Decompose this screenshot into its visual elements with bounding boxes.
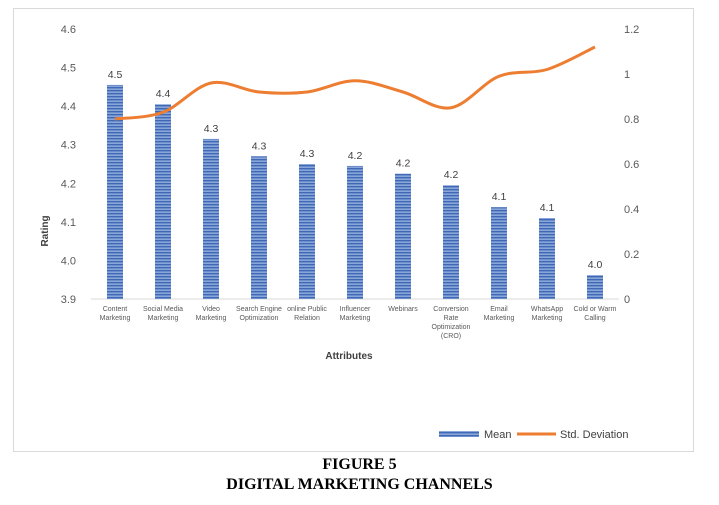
chart-frame: 3.9 4.0 4.1 4.2 4.3 4.4 4.5 4.6 0 0.2 0.4 0.6 0.8 1 1…	[13, 8, 694, 452]
x-category-labels: Content Marketing Social Media Marketing Vid…	[100, 306, 617, 340]
x-category-label: Search Engine Optimization	[236, 306, 282, 322]
legend: Mean Std. Deviation	[439, 429, 628, 441]
x-category-label: Video Marketing	[196, 306, 227, 322]
y2-tick-label: 0	[624, 294, 630, 306]
mean-data-label: 4.1	[540, 202, 555, 214]
mean-bar	[587, 275, 603, 299]
y2-tick-label: 1.2	[624, 24, 639, 36]
mean-bar	[539, 218, 555, 299]
x-category-label: online Public Relation	[287, 306, 327, 322]
x-axis-title: Attributes	[325, 351, 373, 362]
mean-bar	[107, 84, 123, 299]
x-category-label: Content Marketing	[100, 306, 131, 322]
x-category-label: Conversion Rate Optimization (CRO)	[432, 306, 471, 340]
y2-tick-label: 0.2	[624, 249, 639, 261]
mean-data-label: 4.0	[588, 259, 603, 271]
figure-title: DIGITAL MARKETING CHANNELS	[226, 476, 493, 493]
y2-tick-label: 1	[624, 69, 630, 81]
mean-data-label: 4.3	[204, 123, 219, 135]
y2-tick-label: 0.4	[624, 204, 639, 216]
mean-data-label: 4.2	[444, 169, 459, 181]
y-tick-label: 4.4	[61, 101, 76, 113]
mean-bar	[203, 138, 219, 299]
mean-data-label: 4.2	[396, 158, 411, 170]
x-category-label: WhatsApp Marketing	[531, 306, 563, 322]
legend-label-mean: Mean	[484, 429, 512, 441]
mean-data-label: 4.2	[348, 150, 363, 162]
x-category-label: Cold or Warm Calling	[574, 306, 617, 322]
x-category-label: Webinars	[388, 306, 418, 313]
mean-bars	[107, 84, 603, 299]
y-tick-label: 3.9	[61, 294, 76, 306]
y-tick-label: 4.5	[61, 63, 76, 75]
mean-data-label: 4.4	[156, 88, 171, 100]
y2-tick-label: 0.8	[624, 114, 639, 126]
figure-caption: FIGURE 5 DIGITAL MARKETING CHANNELS	[0, 455, 719, 495]
y2-tick-label: 0.6	[624, 159, 639, 171]
mean-bar	[251, 156, 267, 299]
std-deviation-path	[114, 45, 596, 121]
mean-bar	[347, 165, 363, 299]
y-tick-label: 4.2	[61, 178, 76, 190]
y-axis-right: 0 0.2 0.4 0.6 0.8 1 1.2	[624, 24, 639, 306]
std-deviation-line	[114, 45, 596, 121]
mean-bar	[155, 104, 171, 299]
x-category-label: Email Marketing	[484, 306, 515, 322]
y-axis-left: 3.9 4.0 4.1 4.2 4.3 4.4 4.5 4.6	[61, 24, 76, 306]
mean-data-label: 4.3	[252, 140, 267, 152]
y-tick-label: 4.6	[61, 24, 76, 36]
x-category-label: Influencer Marketing	[340, 306, 371, 322]
mean-data-label: 4.1	[492, 191, 507, 203]
x-category-label: Social Media Marketing	[143, 306, 183, 322]
y-tick-label: 4.3	[61, 140, 76, 152]
y-tick-label: 4.1	[61, 217, 76, 229]
combo-chart: 3.9 4.0 4.1 4.2 4.3 4.4 4.5 4.6 0 0.2 0.4 0.6 0.8 1 1…	[40, 24, 639, 441]
mean-data-label: 4.3	[300, 148, 315, 160]
mean-bar	[395, 173, 411, 299]
mean-bar	[491, 207, 507, 299]
figure-number: FIGURE 5	[322, 456, 397, 473]
mean-data-labels: 4.5 4.4 4.3 4.3 4.3 4.2 4.2 4.2 4.1 4.1 4.0	[108, 69, 603, 271]
y-axis-title: Rating	[40, 215, 51, 246]
y-tick-label: 4.0	[61, 255, 76, 267]
mean-bar	[299, 164, 315, 299]
legend-label-std-deviation: Std. Deviation	[560, 429, 628, 441]
legend-swatch-mean	[439, 431, 479, 437]
mean-bar	[443, 185, 459, 299]
mean-data-label: 4.5	[108, 69, 123, 81]
